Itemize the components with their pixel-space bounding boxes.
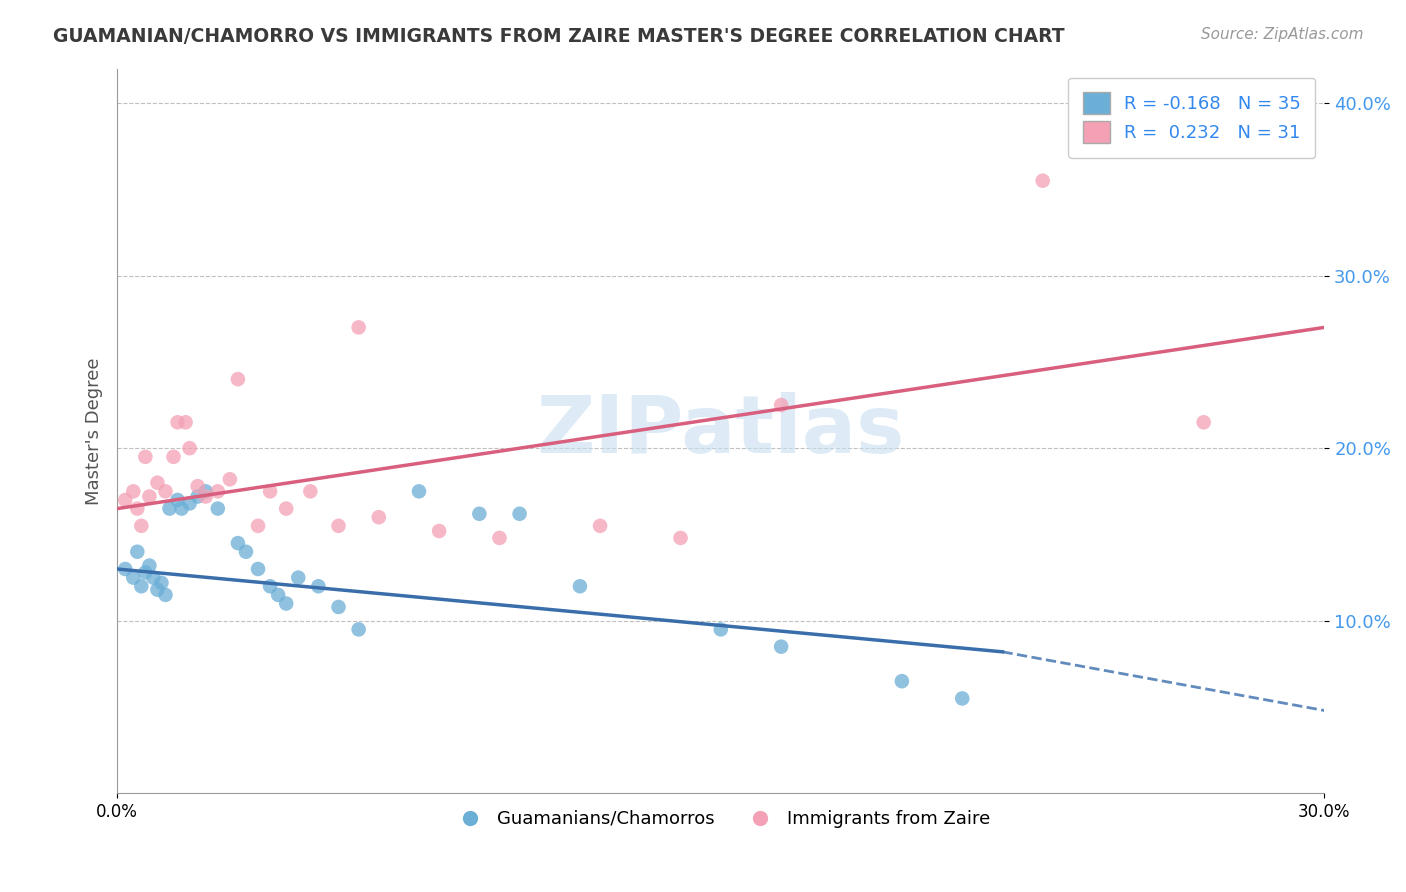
Point (367, 510, 389, 524)
Point (669, 531, 692, 545)
Point (328, 599, 350, 614)
Point (347, 320, 370, 334)
Point (162, 450, 184, 464)
Point (138, 558, 160, 573)
Point (127, 545, 149, 559)
Point (194, 484, 217, 499)
Point (155, 588, 177, 602)
Point (287, 571, 309, 585)
Point (131, 519, 153, 533)
Point (194, 490, 217, 504)
Point (150, 575, 173, 590)
Point (247, 519, 270, 533)
Point (259, 579, 281, 593)
Point (568, 579, 591, 593)
Point (468, 507, 491, 521)
Point (134, 566, 156, 580)
Point (166, 492, 188, 507)
Point (142, 571, 165, 585)
Point (218, 472, 240, 486)
Point (122, 571, 145, 585)
Point (710, 623, 733, 637)
Point (226, 372, 249, 386)
Point (1032, 174, 1054, 188)
Point (267, 588, 290, 602)
Point (276, 597, 298, 611)
Point (408, 484, 430, 499)
Point (890, 674, 912, 689)
Point (155, 484, 177, 499)
Point (131, 579, 153, 593)
Point (187, 479, 209, 493)
Point (488, 531, 510, 545)
Point (187, 490, 209, 504)
Point (328, 519, 350, 533)
Point (207, 501, 229, 516)
Point (950, 691, 973, 706)
Point (114, 562, 136, 576)
Point (134, 450, 156, 464)
Point (226, 536, 249, 550)
Point (1192, 415, 1215, 429)
Point (127, 501, 149, 516)
Point (166, 415, 188, 429)
Point (276, 501, 298, 516)
Point (159, 501, 181, 516)
Text: Source: ZipAtlas.com: Source: ZipAtlas.com (1201, 27, 1364, 42)
Point (509, 507, 531, 521)
Point (589, 519, 612, 533)
Point (299, 484, 322, 499)
Text: GUAMANIAN/CHAMORRO VS IMMIGRANTS FROM ZAIRE MASTER'S DEGREE CORRELATION CHART: GUAMANIAN/CHAMORRO VS IMMIGRANTS FROM ZA… (53, 27, 1066, 45)
Point (138, 490, 160, 504)
Point (170, 501, 193, 516)
Point (307, 579, 329, 593)
Point (174, 415, 197, 429)
Point (235, 545, 257, 559)
Point (770, 640, 793, 654)
Point (347, 623, 370, 637)
Point (114, 492, 136, 507)
Text: ZIPatlas: ZIPatlas (537, 392, 905, 470)
Legend: Guamanians/Chamorros, Immigrants from Zaire: Guamanians/Chamorros, Immigrants from Za… (444, 803, 997, 835)
Point (207, 484, 229, 499)
Y-axis label: Master's Degree: Master's Degree (86, 357, 103, 505)
Point (146, 582, 169, 597)
Point (179, 441, 201, 455)
Point (427, 524, 450, 538)
Point (770, 398, 793, 412)
Point (259, 484, 281, 499)
Point (146, 475, 169, 490)
Point (122, 484, 145, 499)
Point (179, 496, 201, 510)
Point (247, 562, 270, 576)
